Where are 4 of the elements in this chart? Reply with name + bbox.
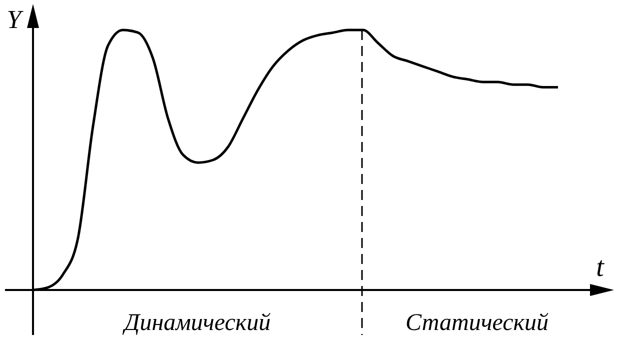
y-axis-title: Y — [6, 5, 24, 34]
text: Динамический — [122, 310, 271, 336]
x-axis-title: t — [596, 252, 606, 283]
text: Статический — [406, 310, 548, 336]
